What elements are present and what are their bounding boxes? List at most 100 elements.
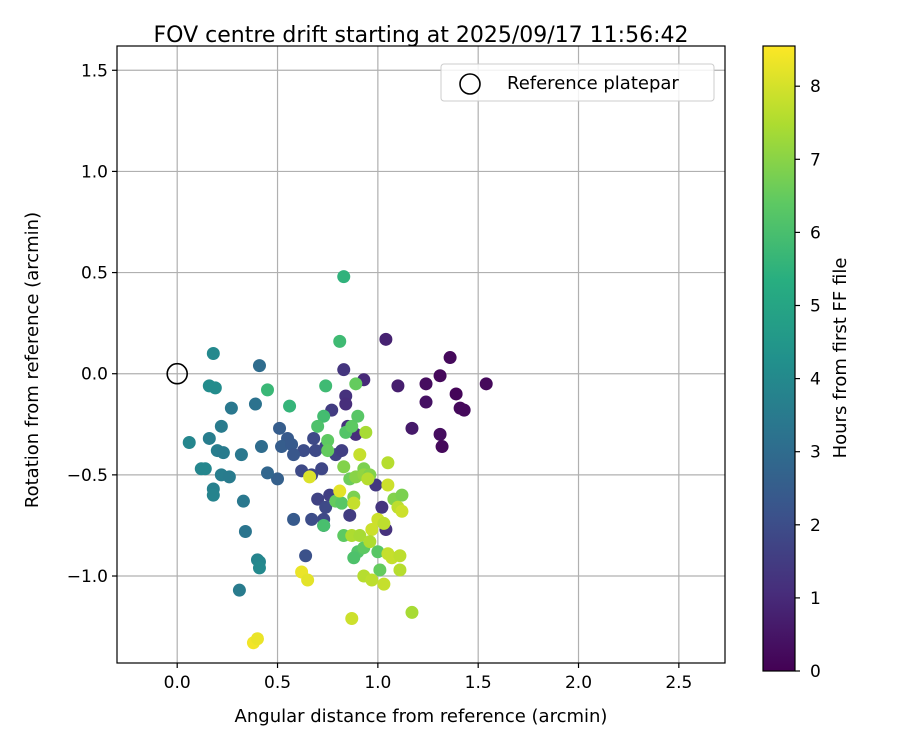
data-point — [419, 395, 433, 409]
data-point — [252, 561, 266, 575]
data-point — [347, 551, 361, 565]
data-point — [216, 446, 230, 460]
data-point — [307, 431, 321, 445]
data-point — [337, 270, 351, 284]
data-point — [375, 500, 389, 514]
data-point — [391, 379, 405, 393]
data-point — [271, 472, 285, 486]
data-point — [395, 504, 409, 518]
y-tick-label: 1.5 — [81, 61, 108, 81]
data-point — [287, 512, 301, 526]
colorbar-tick-label: 7 — [810, 150, 821, 170]
data-point — [343, 508, 357, 522]
data-point — [311, 419, 325, 433]
plot-frame — [116, 45, 726, 664]
data-point — [479, 377, 493, 391]
chart-title: FOV centre drift starting at 2025/09/17 … — [154, 23, 689, 48]
data-point — [365, 522, 379, 536]
data-point — [287, 448, 301, 462]
data-point — [443, 351, 457, 365]
y-tick-label: −0.5 — [67, 466, 108, 486]
data-point — [285, 438, 299, 452]
grid-lines — [117, 46, 725, 663]
data-point — [283, 399, 297, 413]
y-tick-label: 0.0 — [81, 365, 108, 385]
data-point — [232, 583, 246, 597]
colorbar-tick-label: 6 — [810, 223, 821, 243]
data-point — [381, 478, 395, 492]
data-point — [379, 332, 393, 346]
y-tick-label: 0.5 — [81, 264, 108, 284]
data-point — [198, 462, 212, 476]
y-tick-label: 1.0 — [81, 162, 108, 182]
data-point — [449, 387, 463, 401]
data-point — [297, 444, 311, 458]
data-point — [353, 529, 367, 543]
data-point — [435, 440, 449, 454]
colorbar-label: Hours from first FF file — [830, 258, 851, 459]
data-point — [361, 472, 375, 486]
colorbar-tick-label: 3 — [810, 443, 821, 463]
data-point — [252, 359, 266, 373]
data-point — [275, 440, 289, 454]
data-point — [419, 377, 433, 391]
legend: Reference platepar — [440, 63, 715, 102]
data-point — [359, 425, 373, 439]
colorbar-tick-label: 1 — [810, 589, 821, 609]
x-tick-label: 0.0 — [164, 673, 191, 693]
data-point — [371, 545, 385, 559]
data-point — [260, 383, 274, 397]
data-point — [377, 516, 391, 530]
data-point — [238, 525, 252, 539]
data-point — [363, 535, 377, 549]
colorbar-tick-label: 8 — [810, 77, 821, 97]
data-point — [303, 470, 317, 484]
data-point — [335, 496, 349, 510]
data-point — [299, 549, 313, 563]
data-point — [250, 632, 264, 646]
colorbar-tick-label: 4 — [810, 370, 821, 390]
data-point — [254, 440, 268, 454]
data-point — [236, 494, 250, 508]
data-point — [395, 488, 409, 502]
data-point — [345, 419, 359, 433]
data-point — [234, 448, 248, 462]
data-point — [182, 435, 196, 449]
data-point — [309, 444, 323, 458]
data-point — [433, 427, 447, 441]
reference-platepar-marker — [166, 362, 188, 385]
data-point — [353, 448, 367, 462]
data-point — [208, 381, 222, 395]
data-point — [347, 496, 361, 510]
data-point — [373, 563, 387, 577]
data-point — [337, 363, 351, 377]
data-points — [182, 270, 493, 650]
data-point — [319, 500, 333, 514]
data-point — [317, 409, 331, 423]
data-point — [260, 466, 274, 480]
colorbar-ticks: 0 1 2 3 4 5 6 7 8 — [795, 77, 821, 682]
data-point — [405, 605, 419, 619]
data-point — [311, 492, 325, 506]
data-point — [273, 421, 287, 435]
data-point — [321, 433, 335, 447]
y-axis-ticks: −1.0 −0.5 0.0 0.5 1.0 1.5 — [67, 61, 117, 587]
data-point — [351, 409, 365, 423]
data-point — [319, 379, 333, 393]
data-point — [224, 401, 238, 415]
data-point — [202, 431, 216, 445]
x-axis-ticks: 0.0 0.5 1.0 1.5 2.0 2.5 — [164, 663, 692, 693]
data-point — [301, 573, 315, 587]
data-point — [365, 573, 379, 587]
data-point — [248, 397, 262, 411]
data-point — [345, 611, 359, 625]
data-point — [333, 334, 347, 348]
x-axis-label: Angular distance from reference (arcmin) — [235, 706, 608, 727]
y-axis-label: Rotation from reference (arcmin) — [22, 212, 43, 508]
colorbar — [762, 45, 796, 672]
data-point — [333, 484, 347, 498]
colorbar-tick-label: 0 — [810, 662, 821, 682]
data-point — [222, 470, 236, 484]
legend-box — [440, 63, 715, 102]
